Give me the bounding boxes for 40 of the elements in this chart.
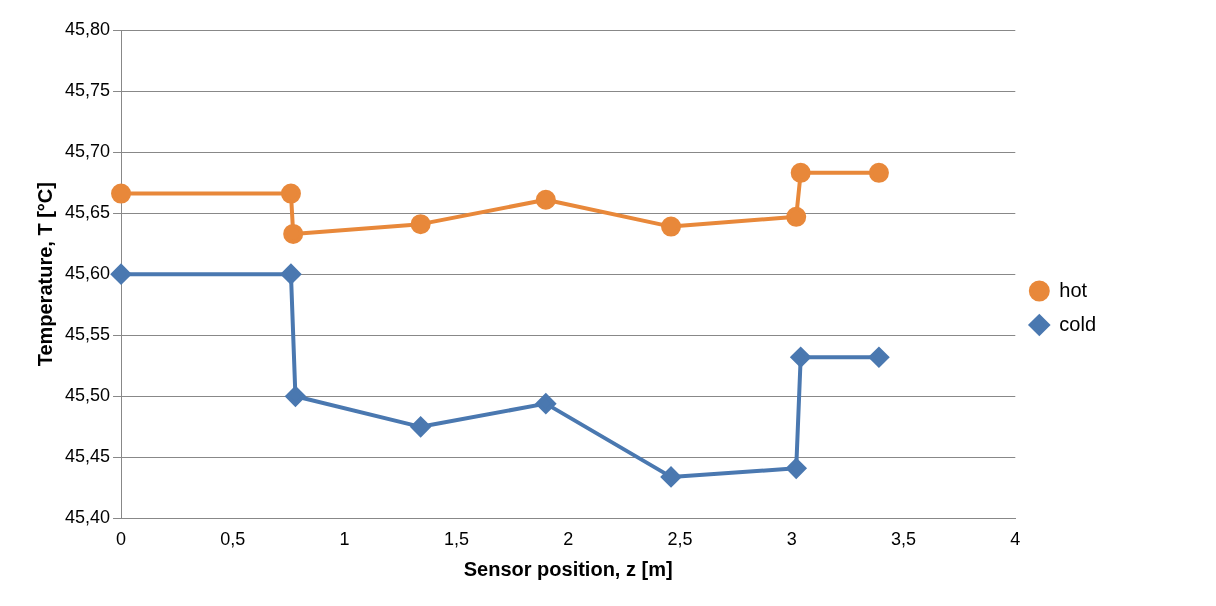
y-tick-label: 45,45 [65,446,111,467]
y-tick-label: 45,65 [65,202,111,223]
y-tick-label: 45,70 [65,141,111,162]
point [535,393,556,414]
point [868,162,889,183]
y-tick-label: 45,40 [65,507,111,528]
point [285,386,306,407]
x-tick-label: 1,5 [443,529,469,550]
point [790,162,811,183]
point [280,264,301,285]
x-tick-label: 2,5 [667,529,693,550]
x-tick-label: 2 [563,529,574,550]
point [410,416,431,437]
y-axis-title: Temperature, T [°C] [33,182,56,367]
point [280,183,301,204]
point [111,183,132,204]
point [790,347,811,368]
point [535,189,556,210]
point [661,216,682,237]
point [661,466,682,487]
x-tick-label: 0,5 [220,529,246,550]
x-tick-label: 0 [116,529,127,550]
point [283,223,304,244]
x-tick-label: 1 [339,529,350,550]
point [868,347,889,368]
point [410,214,431,235]
x-axis-title: Sensor position, z [m] [463,557,673,580]
y-tick-label: 45,80 [65,18,111,39]
y-tick-label: 45,60 [65,263,111,284]
x-tick-label: 3 [786,529,797,550]
y-tick-label: 45,50 [65,385,111,406]
legend-label: hot [1059,278,1088,301]
point [111,264,132,285]
point [786,458,807,479]
legend-label: cold [1059,312,1097,335]
y-tick-label: 45,55 [65,324,111,345]
y-tick-label: 45,75 [65,80,111,101]
x-tick-label: 4 [1010,529,1021,550]
point [786,206,807,227]
x-tick-label: 3,5 [891,529,917,550]
